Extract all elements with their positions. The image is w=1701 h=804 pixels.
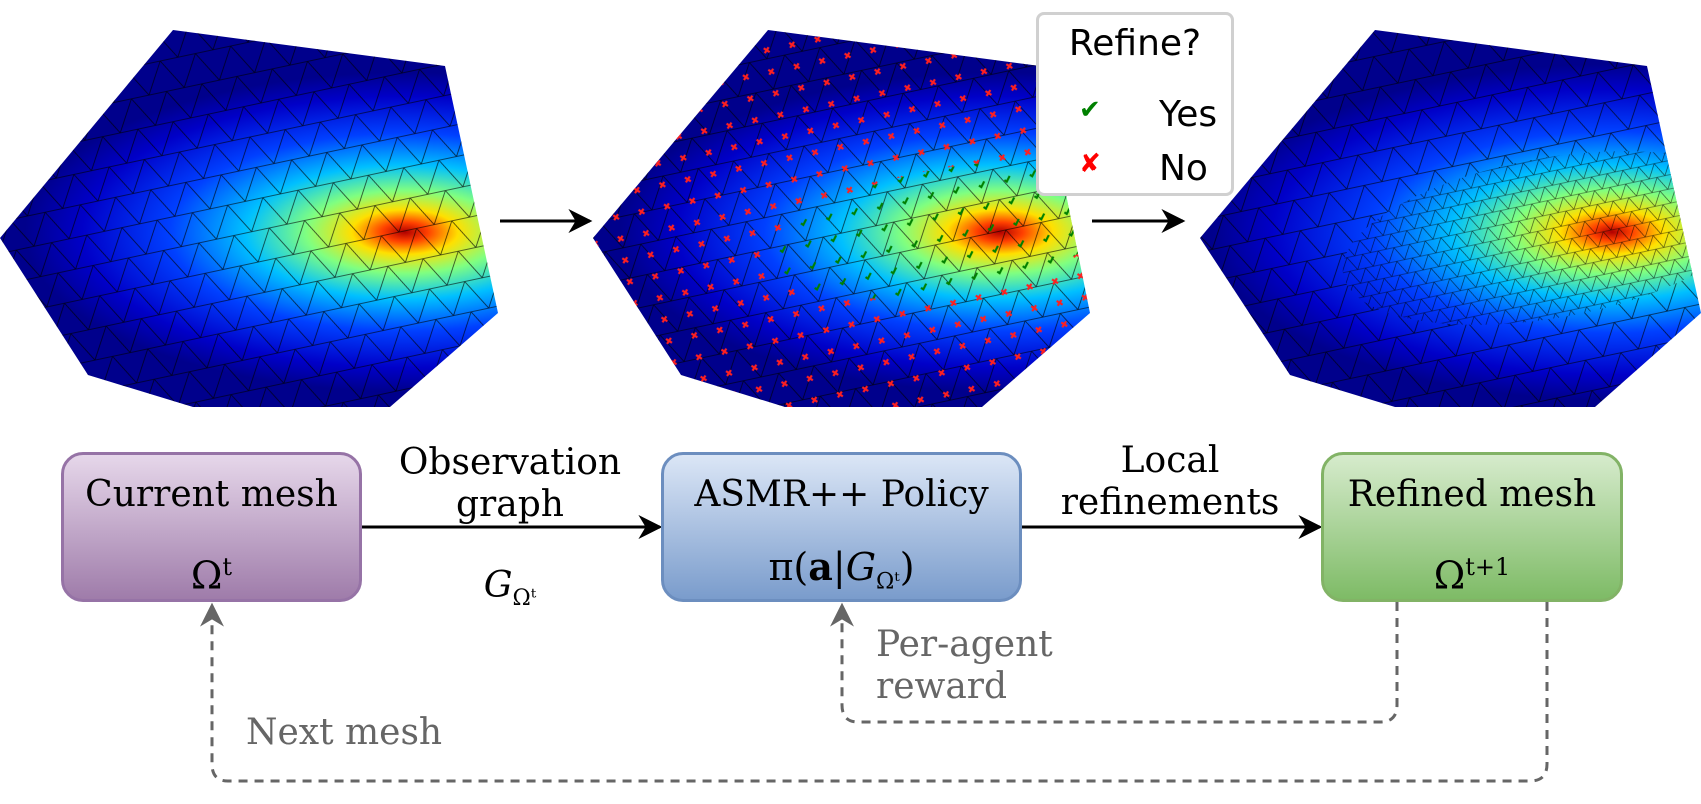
current-mesh-image — [0, 30, 498, 407]
policy-node: ASMR++ Policy π(a|GΩᵗ) — [661, 452, 1022, 602]
local-refinements-label: Local refinements — [1060, 440, 1280, 523]
legend-entry-yes: ✔ Yes — [1039, 95, 1231, 135]
legend-label-yes: Yes — [1159, 94, 1218, 135]
legend-title: Refine? — [1068, 23, 1202, 64]
policy-symbol: π(a|GΩᵗ) — [768, 544, 915, 595]
current-mesh-symbol: Ωt — [190, 553, 233, 598]
marked-mesh-image — [593, 30, 1090, 407]
legend-entry-no: ✘ No — [1039, 149, 1231, 189]
refined-mesh-image — [1200, 30, 1701, 407]
refined-mesh-node: Refined mesh Ωt+1 — [1321, 452, 1623, 602]
reward-feedback-arrow — [830, 602, 1399, 724]
current-mesh-node: Current mesh Ωt — [61, 452, 362, 602]
reward-label: Per-agent reward — [876, 624, 1053, 707]
current-mesh-title: Current mesh — [85, 474, 338, 515]
policy-title: ASMR++ Policy — [694, 474, 989, 515]
observation-graph-symbol: GΩᵗ — [483, 565, 537, 612]
next-mesh-feedback-arrow — [200, 602, 1549, 783]
check-mark-icon: ✔ — [1079, 95, 1101, 125]
legend-label-no: No — [1159, 148, 1208, 189]
refined-mesh-title: Refined mesh — [1347, 474, 1597, 515]
observation-label: Observation graph — [398, 442, 622, 525]
refined-mesh-symbol: Ωt+1 — [1433, 553, 1511, 598]
next-mesh-label: Next mesh — [246, 712, 443, 753]
cross-mark-icon: ✘ — [1079, 149, 1101, 179]
refine-legend: Refine? ✔ Yes ✘ No — [1036, 12, 1234, 196]
